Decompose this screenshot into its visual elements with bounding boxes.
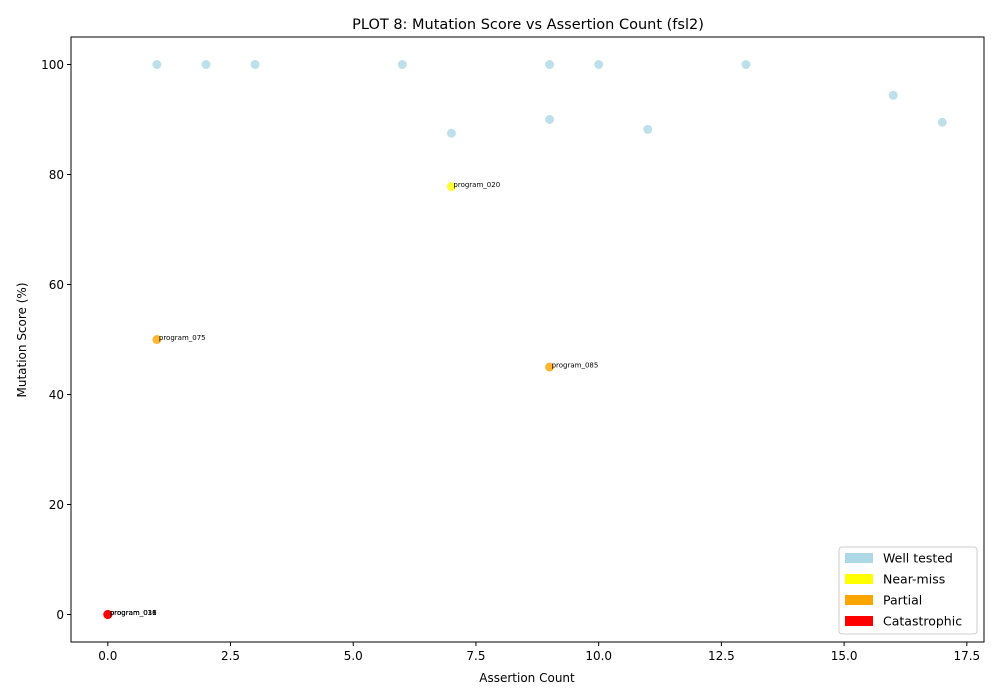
y-tick-label: 60 [49, 278, 64, 292]
legend-swatch [845, 595, 873, 605]
data-point [201, 60, 211, 69]
point-annotation: program_038 [110, 609, 157, 617]
chart-title: PLOT 8: Mutation Score vs Assertion Coun… [352, 17, 704, 33]
x-tick-label: 12.5 [708, 649, 735, 663]
data-point [594, 60, 604, 69]
y-axis-label: Mutation Score (%) [15, 282, 29, 397]
x-tick-label: 17.5 [953, 649, 980, 663]
plot-area [70, 36, 985, 643]
data-point [446, 182, 456, 192]
data-point [446, 128, 456, 138]
legend-swatch [845, 553, 873, 563]
data-point [152, 335, 162, 344]
legend-label: Well tested [883, 551, 953, 566]
legend-swatch [845, 574, 873, 584]
data-point [545, 60, 555, 69]
data-point [250, 60, 260, 69]
x-axis: 0.0 2.5 5.0 7.5 10.0 12.5 15.0 17.5 [98, 642, 980, 663]
x-tick-label: 10.0 [585, 649, 612, 663]
y-tick-label: 20 [49, 498, 64, 512]
data-point [152, 60, 162, 69]
y-axis: 0 20 40 60 80 100 [41, 58, 71, 622]
data-point [937, 117, 947, 127]
x-tick-label: 7.5 [466, 649, 485, 663]
data-point [545, 362, 555, 372]
point-annotation: program_016 [110, 609, 157, 617]
point-annotation: program_075 [159, 334, 206, 342]
data-point [103, 610, 113, 619]
data-point [397, 60, 407, 69]
x-tick-label: 2.5 [221, 649, 240, 663]
points-layer [103, 60, 947, 619]
legend-frame [838, 546, 978, 635]
x-tick-label: 5.0 [344, 649, 363, 663]
legend-label: Catastrophic [883, 614, 962, 629]
point-annotation: program_011 [110, 609, 157, 617]
data-point [741, 60, 751, 69]
data-point [643, 124, 653, 134]
legend-label: Near-miss [883, 572, 945, 587]
y-tick-label: 80 [49, 168, 64, 182]
y-tick-label: 0 [56, 608, 64, 622]
data-point [888, 90, 898, 100]
point-annotation: program_020 [453, 181, 500, 189]
point-annotation: program_085 [552, 362, 599, 370]
x-tick-label: 0.0 [98, 649, 117, 663]
x-tick-label: 15.0 [831, 649, 858, 663]
y-tick-label: 40 [49, 388, 64, 402]
x-axis-label: Assertion Count [479, 671, 575, 685]
legend-label: Partial [883, 593, 922, 608]
data-point [545, 115, 555, 124]
legend: Well tested Near-miss Partial Catastrophic [838, 546, 978, 635]
y-tick-label: 100 [41, 58, 64, 72]
legend-swatch [845, 616, 873, 626]
annotations-layer: program_020 program_075 program_085program… [110, 181, 599, 617]
